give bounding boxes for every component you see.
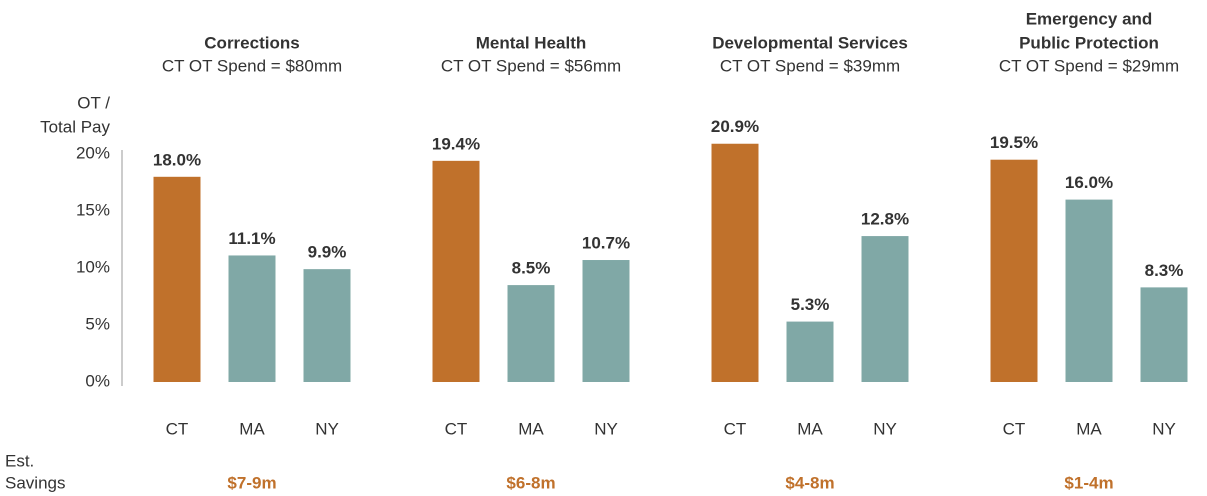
- value-label: 16.0%: [1065, 173, 1113, 192]
- panel-subtitle: CT OT Spend = $39mm: [720, 56, 900, 75]
- savings: $6-8m: [506, 473, 555, 492]
- panel-subtitle: CT OT Spend = $29mm: [999, 56, 1179, 75]
- x-tick-label: CT: [166, 419, 189, 438]
- x-tick-label: CT: [445, 419, 468, 438]
- value-label: 8.3%: [1145, 261, 1184, 280]
- bar: [711, 143, 759, 382]
- panel-title: Emergency and: [1026, 9, 1153, 28]
- bar: [861, 236, 909, 382]
- x-tick-label: NY: [594, 419, 618, 438]
- x-tick-label: NY: [1152, 419, 1176, 438]
- value-label: 19.4%: [432, 134, 480, 153]
- x-tick-label: NY: [873, 419, 897, 438]
- y-tick-label: 20%: [76, 143, 110, 162]
- panel-title: Corrections: [204, 33, 299, 52]
- x-tick-label: MA: [797, 419, 823, 438]
- panel-title: Developmental Services: [712, 33, 908, 52]
- savings: $4-8m: [785, 473, 834, 492]
- value-label: 11.1%: [228, 229, 275, 248]
- x-tick-label: CT: [1003, 419, 1026, 438]
- y-axis-label: OT /: [77, 93, 110, 112]
- x-tick-label: CT: [724, 419, 747, 438]
- value-label: 5.3%: [791, 295, 830, 314]
- x-tick-label: MA: [1076, 419, 1102, 438]
- footer-label: Savings: [5, 473, 65, 492]
- panel-title: Public Protection: [1019, 33, 1159, 52]
- savings: $1-4m: [1064, 473, 1113, 492]
- bar: [1140, 287, 1188, 382]
- y-tick-label: 0%: [85, 371, 110, 390]
- savings: $7-9m: [227, 473, 276, 492]
- x-tick-label: NY: [315, 419, 339, 438]
- value-label: 18.0%: [153, 150, 201, 169]
- bar: [228, 255, 276, 382]
- bar: [582, 260, 630, 382]
- value-label: 20.9%: [711, 117, 759, 136]
- x-tick-label: MA: [239, 419, 265, 438]
- y-axis-label: Total Pay: [40, 117, 110, 136]
- panel-subtitle: CT OT Spend = $56mm: [441, 56, 621, 75]
- bar: [303, 269, 351, 382]
- value-label: 8.5%: [512, 259, 551, 278]
- bar: [990, 159, 1038, 382]
- bar: [432, 160, 480, 382]
- value-label: 10.7%: [582, 234, 630, 253]
- y-tick-label: 10%: [76, 257, 110, 276]
- panel-title: Mental Health: [476, 33, 587, 52]
- bar: [786, 321, 834, 382]
- bar: [153, 176, 201, 382]
- value-label: 12.8%: [861, 210, 909, 229]
- bar: [1065, 199, 1113, 382]
- bar: [507, 285, 555, 382]
- panel-subtitle: CT OT Spend = $80mm: [162, 56, 342, 75]
- value-label: 19.5%: [990, 133, 1038, 152]
- y-tick-label: 15%: [76, 200, 110, 219]
- y-tick-label: 5%: [85, 314, 110, 333]
- value-label: 9.9%: [308, 243, 347, 262]
- x-tick-label: MA: [518, 419, 544, 438]
- footer-label: Est.: [5, 451, 34, 470]
